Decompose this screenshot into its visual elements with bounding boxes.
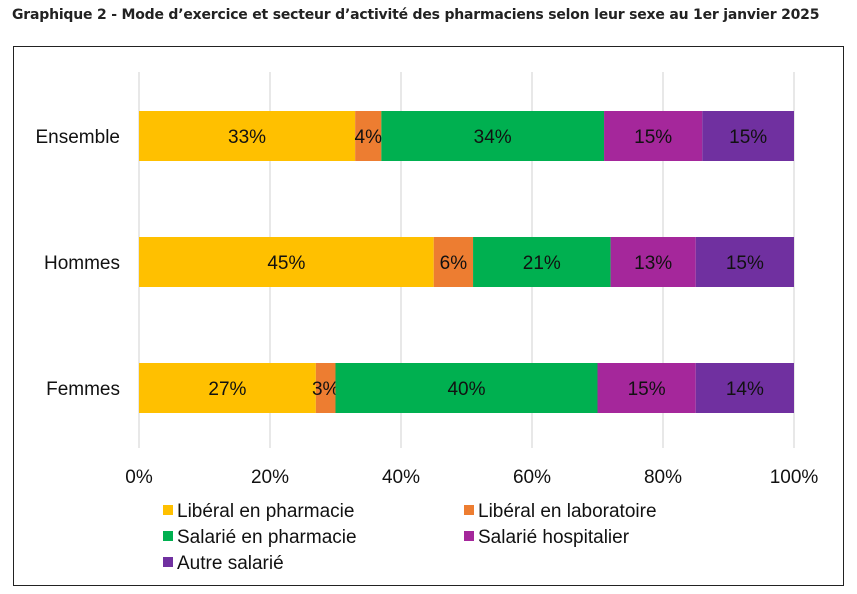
data-label: 6%	[440, 253, 468, 274]
data-label: 13%	[634, 253, 672, 274]
bar-segment	[597, 363, 696, 413]
bar-segment	[695, 237, 794, 287]
legend-label: Autre salarié	[177, 553, 284, 574]
data-label: 3%	[312, 379, 340, 400]
data-label: 15%	[628, 379, 666, 400]
data-label: 15%	[634, 127, 672, 148]
data-label: 14%	[726, 379, 764, 400]
legend-label: Salarié en pharmacie	[177, 527, 357, 548]
legend-swatch	[464, 531, 474, 541]
x-tick-label: 0%	[125, 467, 153, 488]
legend-label: Salarié hospitalier	[478, 527, 630, 548]
bar-segment	[139, 237, 434, 287]
bar-segment	[610, 237, 696, 287]
bar-segment	[381, 111, 605, 161]
bar-segment	[702, 111, 794, 161]
bar-segment	[473, 237, 611, 287]
data-label: 21%	[523, 253, 561, 274]
legend-swatch	[163, 557, 173, 567]
x-tick-label: 40%	[382, 467, 420, 488]
bar-segment	[433, 237, 474, 287]
data-label: 40%	[447, 379, 485, 400]
x-tick-label: 60%	[513, 467, 551, 488]
bar-segment	[695, 363, 794, 413]
chart-title: Graphique 2 - Mode d’exercice et secteur…	[12, 7, 820, 23]
data-label: 27%	[208, 379, 246, 400]
category-label: Ensemble	[36, 127, 121, 148]
category-label: Femmes	[46, 379, 120, 400]
legend-swatch	[163, 531, 173, 541]
legend-swatch	[163, 505, 173, 515]
bar-segment	[335, 363, 598, 413]
bar-segment	[139, 363, 316, 413]
legend-label: Libéral en pharmacie	[177, 501, 354, 522]
x-tick-label: 100%	[770, 467, 819, 488]
category-label: Hommes	[44, 253, 120, 274]
bar-segment	[139, 111, 356, 161]
data-label: 45%	[267, 253, 305, 274]
data-label: 34%	[474, 127, 512, 148]
legend-swatch	[464, 505, 474, 515]
legend-label: Libéral en laboratoire	[478, 501, 657, 522]
bar-segment	[315, 363, 336, 413]
data-label: 4%	[355, 127, 383, 148]
x-tick-label: 20%	[251, 467, 289, 488]
x-tick-label: 80%	[644, 467, 682, 488]
bar-segment	[604, 111, 703, 161]
data-label: 15%	[726, 253, 764, 274]
data-label: 15%	[729, 127, 767, 148]
data-label: 33%	[228, 127, 266, 148]
bar-segment	[355, 111, 382, 161]
